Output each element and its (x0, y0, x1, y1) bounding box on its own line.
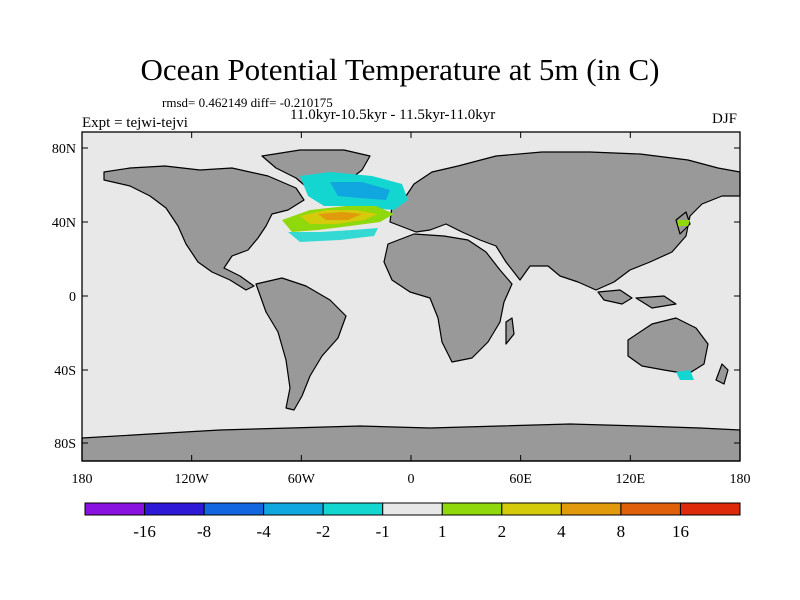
colorbar-label: -8 (197, 522, 211, 541)
colorbar-label: 16 (672, 522, 689, 541)
land-masses (81, 149, 741, 462)
land-new-zealand (715, 363, 729, 385)
axis-ticks (81, 132, 741, 461)
colorbar-label: 8 (617, 522, 626, 541)
anomaly-japan-warm (678, 220, 690, 226)
anomaly-australia-cool (676, 370, 694, 380)
colorbar-swatch (263, 502, 324, 516)
land-south-america (255, 277, 347, 411)
anomaly-cool-core (330, 182, 390, 200)
lon-tick-label: 180 (72, 472, 93, 487)
colorbar-swatch (620, 502, 681, 516)
season-label: DJF (712, 111, 738, 127)
lon-tick-label: 60E (509, 472, 532, 487)
colorbar-swatch (203, 502, 265, 516)
land-eurasia (389, 151, 741, 291)
colorbar-swatch (560, 502, 622, 516)
lat-tick-label: 0 (69, 290, 76, 305)
land-indonesia (597, 289, 677, 309)
land-madagascar (505, 317, 515, 345)
lat-tick-label: 80N (52, 142, 76, 157)
map-title: Ocean Potential Temperature at 5m (in C) (140, 52, 660, 87)
lat-tick-label: 80S (54, 437, 76, 452)
axis-tick-labels: 80N 40N 0 40S 80S 180 120W 60W 0 60E 120E 180 (52, 142, 751, 487)
colorbar-swatch (144, 502, 205, 516)
lon-tick-label: 120W (175, 472, 210, 487)
lon-tick-label: 120E (616, 472, 646, 487)
period-subtitle: 11.0kyr-10.5kyr - 11.5kyr-11.0kyr (290, 107, 496, 123)
lon-tick-label: 180 (730, 472, 751, 487)
stats-label: rmsd= 0.462149 diff= -0.210175 (162, 95, 333, 110)
colorbar-swatch (382, 502, 443, 516)
land-australia (627, 317, 709, 375)
colorbar-label: -4 (257, 522, 272, 541)
colorbar-label: 2 (498, 522, 507, 541)
colorbar-label: -2 (316, 522, 330, 541)
anomaly-warm-core (318, 212, 362, 220)
colorbar-swatch (679, 502, 741, 516)
anomaly-fill (282, 172, 694, 380)
colorbar-swatch (84, 502, 146, 516)
land-africa (383, 233, 513, 363)
colorbar-label: -1 (376, 522, 390, 541)
colorbar-swatch (441, 502, 503, 516)
colorbar-label: -16 (133, 522, 156, 541)
experiment-label: Expt = tejwi-tejvi (82, 115, 188, 131)
colorbar-label: 4 (557, 522, 566, 541)
lat-tick-label: 40N (52, 216, 76, 231)
lon-tick-label: 60W (288, 472, 316, 487)
colorbar-swatch (501, 502, 562, 516)
colorbar-label: 1 (438, 522, 447, 541)
lon-tick-label: 0 (408, 472, 415, 487)
anomaly-cool-band (288, 228, 378, 242)
land-north-america (103, 165, 305, 291)
colorbar: -16 -8 -4 -2 -1 1 2 4 8 16 (84, 502, 741, 541)
colorbar-swatch (322, 502, 384, 516)
lat-tick-label: 40S (54, 364, 76, 379)
